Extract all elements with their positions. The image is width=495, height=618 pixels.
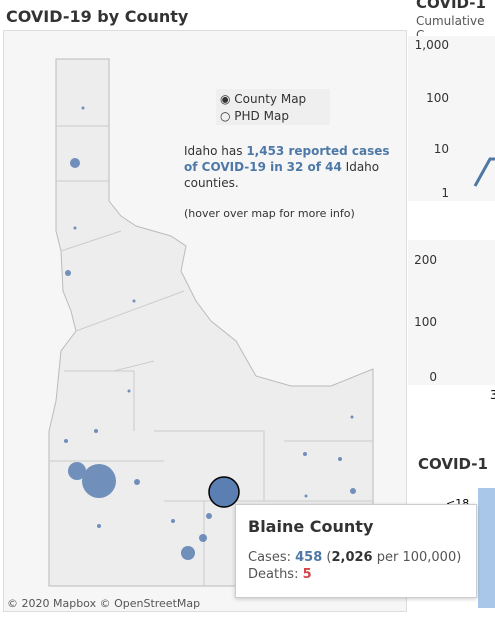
line-chart [473, 157, 495, 187]
y-tick-label: 10 [433, 142, 449, 156]
value: 5 [302, 567, 312, 582]
map-panel: ◉ County Map ○ PHD Map Idaho has 1,453 r… [3, 30, 407, 612]
trend-line [473, 157, 495, 187]
y-tick-label: 0 [429, 370, 437, 384]
radio-phd[interactable]: ○ PHD Map [220, 109, 289, 123]
y-tick-label: 1,000 [414, 38, 449, 52]
x-tick-label: 3 [490, 388, 495, 402]
text: Idaho counties. [184, 160, 380, 190]
panel-title: COVID-1 [418, 455, 488, 473]
label: Deaths: [248, 567, 299, 582]
tooltip: Blaine County Cases: 458 (2,026 per 100,… [235, 504, 477, 598]
value: 2,026 [331, 550, 373, 565]
selected-bubble[interactable] [208, 476, 240, 508]
text: ( [326, 550, 332, 565]
idaho-outline [48, 58, 374, 587]
label: Cases: [248, 550, 291, 565]
chart-area [408, 36, 495, 201]
radio-county[interactable]: ◉ County Map [220, 92, 307, 106]
chart-area [408, 240, 495, 385]
highlight: 32 of 44 [286, 160, 342, 174]
tooltip-deaths: Deaths: 5 [248, 567, 464, 582]
radio-label: PHD Map [234, 109, 289, 123]
value: 458 [295, 550, 323, 565]
panel-subtitle: Cumulative C [416, 14, 485, 42]
map [48, 58, 374, 587]
hint: (hover over map for more info) [184, 207, 355, 220]
highlight: 1,453 reported cases [246, 144, 390, 158]
case-bubbles [64, 106, 356, 560]
text: Idaho has [184, 144, 243, 158]
summary: Idaho has 1,453 reported cases of COVID-… [184, 143, 399, 191]
attribution: © 2020 Mapbox © OpenStreetMap [7, 597, 201, 610]
y-tick-label: 100 [426, 91, 449, 105]
map-toggle: ◉ County Map ○ PHD Map [216, 89, 330, 125]
panel-title: COVID-1 [416, 0, 486, 12]
text: per 100,000) [376, 550, 462, 565]
y-tick-label: 100 [414, 315, 437, 329]
y-tick-label: 200 [414, 253, 437, 267]
side-panels: COVID-1 Cumulative C 1,000 100 10 1 200 … [408, 0, 495, 618]
y-tick-label: 1 [441, 186, 449, 200]
county-lines [49, 125, 373, 586]
title: COVID-19 by County [6, 7, 189, 26]
bar [478, 488, 495, 608]
highlight: of COVID-19 in [184, 160, 283, 174]
radio-label: County Map [234, 92, 307, 106]
tooltip-title: Blaine County [248, 517, 374, 536]
tooltip-cases: Cases: 458 (2,026 per 100,000) [248, 550, 464, 565]
